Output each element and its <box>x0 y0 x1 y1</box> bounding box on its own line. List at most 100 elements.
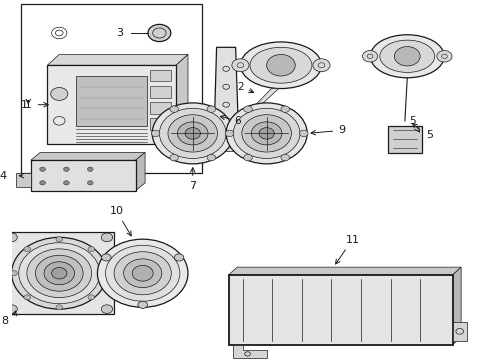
Circle shape <box>152 103 233 164</box>
Polygon shape <box>451 267 460 345</box>
Circle shape <box>105 245 180 301</box>
Circle shape <box>24 295 31 300</box>
Circle shape <box>114 252 171 295</box>
Polygon shape <box>214 47 238 137</box>
Text: 6: 6 <box>220 115 241 126</box>
Circle shape <box>251 122 281 145</box>
Circle shape <box>206 154 215 161</box>
Circle shape <box>281 154 289 161</box>
Polygon shape <box>31 160 135 191</box>
Circle shape <box>52 267 67 279</box>
Circle shape <box>27 249 92 298</box>
Text: 4: 4 <box>0 359 1 360</box>
Circle shape <box>56 305 62 310</box>
Circle shape <box>225 103 306 164</box>
Circle shape <box>87 181 93 185</box>
Polygon shape <box>233 135 254 151</box>
Polygon shape <box>4 232 114 315</box>
Text: 1: 1 <box>25 99 32 110</box>
Circle shape <box>177 122 207 145</box>
Text: 10: 10 <box>109 206 131 236</box>
Text: 5: 5 <box>426 130 432 140</box>
Text: 9: 9 <box>310 125 345 135</box>
Circle shape <box>151 130 160 136</box>
Circle shape <box>225 130 234 136</box>
Circle shape <box>101 305 112 314</box>
Circle shape <box>299 130 307 136</box>
Circle shape <box>19 243 100 304</box>
Circle shape <box>63 167 69 171</box>
Polygon shape <box>451 321 466 341</box>
Circle shape <box>88 247 95 252</box>
Circle shape <box>243 106 252 112</box>
Circle shape <box>40 167 45 171</box>
Circle shape <box>185 128 200 139</box>
Polygon shape <box>228 267 460 275</box>
Circle shape <box>101 233 112 242</box>
Circle shape <box>243 154 252 161</box>
Circle shape <box>362 50 377 62</box>
Circle shape <box>174 254 183 261</box>
Circle shape <box>88 295 95 300</box>
Polygon shape <box>233 345 266 357</box>
Polygon shape <box>135 152 145 191</box>
Polygon shape <box>387 126 421 153</box>
Circle shape <box>259 128 274 139</box>
Circle shape <box>169 154 178 161</box>
Circle shape <box>242 115 291 152</box>
Text: 2: 2 <box>237 82 253 93</box>
Circle shape <box>233 108 300 158</box>
Ellipse shape <box>369 35 443 78</box>
Circle shape <box>35 255 83 291</box>
Polygon shape <box>211 137 235 151</box>
Polygon shape <box>31 152 145 160</box>
Circle shape <box>101 271 108 276</box>
Polygon shape <box>176 54 187 144</box>
Circle shape <box>231 59 248 72</box>
Circle shape <box>24 247 31 252</box>
Circle shape <box>87 167 93 171</box>
Circle shape <box>159 108 225 158</box>
Ellipse shape <box>240 42 321 89</box>
Text: 1: 1 <box>21 100 28 110</box>
Circle shape <box>167 115 217 152</box>
Circle shape <box>138 301 147 309</box>
Ellipse shape <box>249 47 311 83</box>
Text: 8: 8 <box>1 316 8 326</box>
Circle shape <box>102 254 111 261</box>
Polygon shape <box>149 118 171 130</box>
Circle shape <box>206 106 215 112</box>
Text: 4: 4 <box>0 171 7 181</box>
Polygon shape <box>149 86 171 98</box>
Circle shape <box>436 50 451 62</box>
Circle shape <box>11 271 17 276</box>
Polygon shape <box>228 275 451 345</box>
Circle shape <box>12 237 107 309</box>
Ellipse shape <box>379 40 434 72</box>
Text: 5: 5 <box>408 116 419 132</box>
Circle shape <box>40 181 45 185</box>
Circle shape <box>56 237 62 242</box>
Circle shape <box>281 106 289 112</box>
Circle shape <box>63 181 69 185</box>
Circle shape <box>148 24 170 41</box>
Polygon shape <box>240 89 278 130</box>
Circle shape <box>394 46 419 66</box>
Circle shape <box>224 130 233 136</box>
Polygon shape <box>47 65 176 144</box>
Text: 7: 7 <box>189 168 196 191</box>
Circle shape <box>312 59 329 72</box>
Circle shape <box>6 233 17 242</box>
Circle shape <box>169 106 178 112</box>
Text: 11: 11 <box>335 235 359 264</box>
Polygon shape <box>149 102 171 114</box>
Polygon shape <box>149 69 171 81</box>
Circle shape <box>97 239 187 307</box>
Circle shape <box>44 262 74 285</box>
Text: 3: 3 <box>117 28 123 38</box>
Circle shape <box>51 87 68 100</box>
Polygon shape <box>16 173 31 187</box>
Circle shape <box>132 265 153 281</box>
Polygon shape <box>76 76 147 126</box>
Circle shape <box>6 305 17 314</box>
